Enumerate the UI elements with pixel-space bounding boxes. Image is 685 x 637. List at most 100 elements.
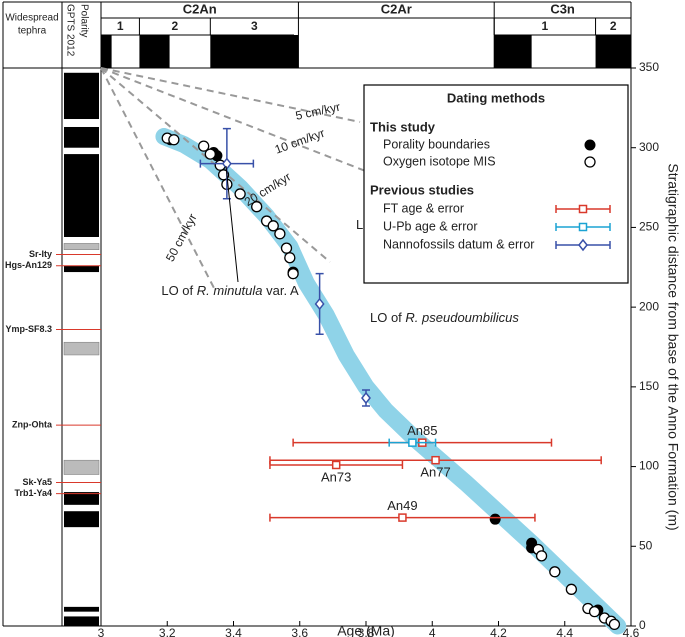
gpts-subtitle: Polarity [78,4,89,37]
rate-label: 5 cm/kyr [294,100,341,123]
point-label: An49 [387,498,417,513]
section-normal [64,606,99,612]
subchron-label: 2 [172,19,179,33]
annotation-part: LO of [161,283,196,298]
y-tick-label: 50 [639,538,653,552]
y-tick-label: 250 [639,220,659,234]
point [408,438,417,447]
point [274,228,286,240]
gpts-normal [595,35,631,68]
x-tick-label: 3.2 [159,626,176,637]
x-axis-title: Age (Ma) [337,623,395,637]
legend-label: FT age & error [383,201,464,215]
point [588,606,601,618]
legend-label: Oxygen isotope MIS [383,154,496,168]
point [198,140,210,152]
point [280,242,293,254]
point [549,566,561,578]
point [331,460,341,470]
x-tick-label: 3.8 [358,626,375,637]
point [608,618,621,631]
legend-marker [584,156,596,168]
point [204,148,216,160]
x-tick-label: 3 [98,626,105,637]
tephra-label: Hgs-An129 [5,260,52,270]
tephra-label: Ymp-SF8.3 [5,324,52,334]
annotation-part: var. A [263,283,299,298]
gpts-normal [139,35,170,68]
legend-group: This study [370,119,436,134]
point [251,201,263,213]
section-normal [64,126,99,148]
point [284,252,296,264]
section-uncertain [63,341,100,356]
legend-label: Porality boundaries [383,137,490,151]
point [287,268,299,280]
point [398,513,407,522]
point [361,391,371,405]
section-normal [64,511,99,528]
x-tick-label: 4 [429,626,436,637]
y-tick-label: 300 [639,140,659,154]
y-tick-label: 200 [639,299,659,313]
legend-marker [584,139,596,151]
chron-label: C2An [183,1,217,16]
annotation: LO of R. minutula var. A [161,283,299,298]
tephra-label: Sr-Ity [29,249,52,259]
x-tick-label: 3.4 [225,626,242,637]
point [565,583,578,595]
section-normal [64,154,99,237]
annotation-leader [225,165,239,283]
legend-label: U-Pb age & error [383,219,477,233]
rate-line [100,67,369,173]
y-tick-label: 0 [639,618,646,632]
legend-box [363,84,629,284]
rate-label: 50 cm/kyr [163,211,200,263]
tephra-label: Trb1-Ya4 [14,488,52,498]
y-axis-title: Stratigraphic distance from base of the … [665,163,681,530]
section-uncertain [63,459,100,475]
annotation-part: LO of [370,310,405,325]
x-tick-label: 4.2 [490,626,507,637]
x-tick-label: 4.6 [623,626,640,637]
point [168,134,180,146]
legend-marker [578,204,588,214]
x-tick-label: 3.6 [291,626,308,637]
tephra-label: Znp-Ohta [12,419,53,429]
point-label: An73 [321,469,351,484]
y-tick-label: 100 [639,459,659,473]
point [221,157,232,170]
subchron-label: 3 [251,19,258,33]
tephra-label: Sk-Ya5 [22,477,52,487]
section-normal [64,492,99,505]
x-tick-label: 4.4 [556,626,573,637]
legend-label: Nannofossils datum & error [383,237,534,251]
legend-marker [578,238,588,252]
subchron-label: 1 [117,19,124,33]
section-normal [64,72,99,120]
legend-marker [578,222,588,232]
annotation-part: R. pseudoumbilicus [405,310,519,325]
tephra-title: tephra [18,26,47,37]
point [535,550,548,562]
legend: Dating methods This study Previous studies… [363,84,629,284]
gpts-title: GPTS 2012 [64,4,75,57]
point-label: An77 [420,465,450,480]
subchron-label: 1 [542,19,549,33]
y-tick-label: 150 [639,379,659,393]
section-normal [64,265,99,273]
gpts-normal [494,35,532,68]
section-normal [64,616,99,626]
subchron-label: 2 [610,19,617,33]
tephra-title: Widespread [5,13,58,24]
point-label: An85 [407,423,437,438]
legend-group: Previous studies [370,182,474,197]
rate-line [100,67,216,291]
point [314,297,325,311]
gpts-normal [210,35,299,68]
gpts-normal [101,35,112,68]
annotation-part: R. minutula [197,283,263,298]
point [267,220,279,232]
annotation: LO of R. pseudoumbilicus [370,310,519,325]
